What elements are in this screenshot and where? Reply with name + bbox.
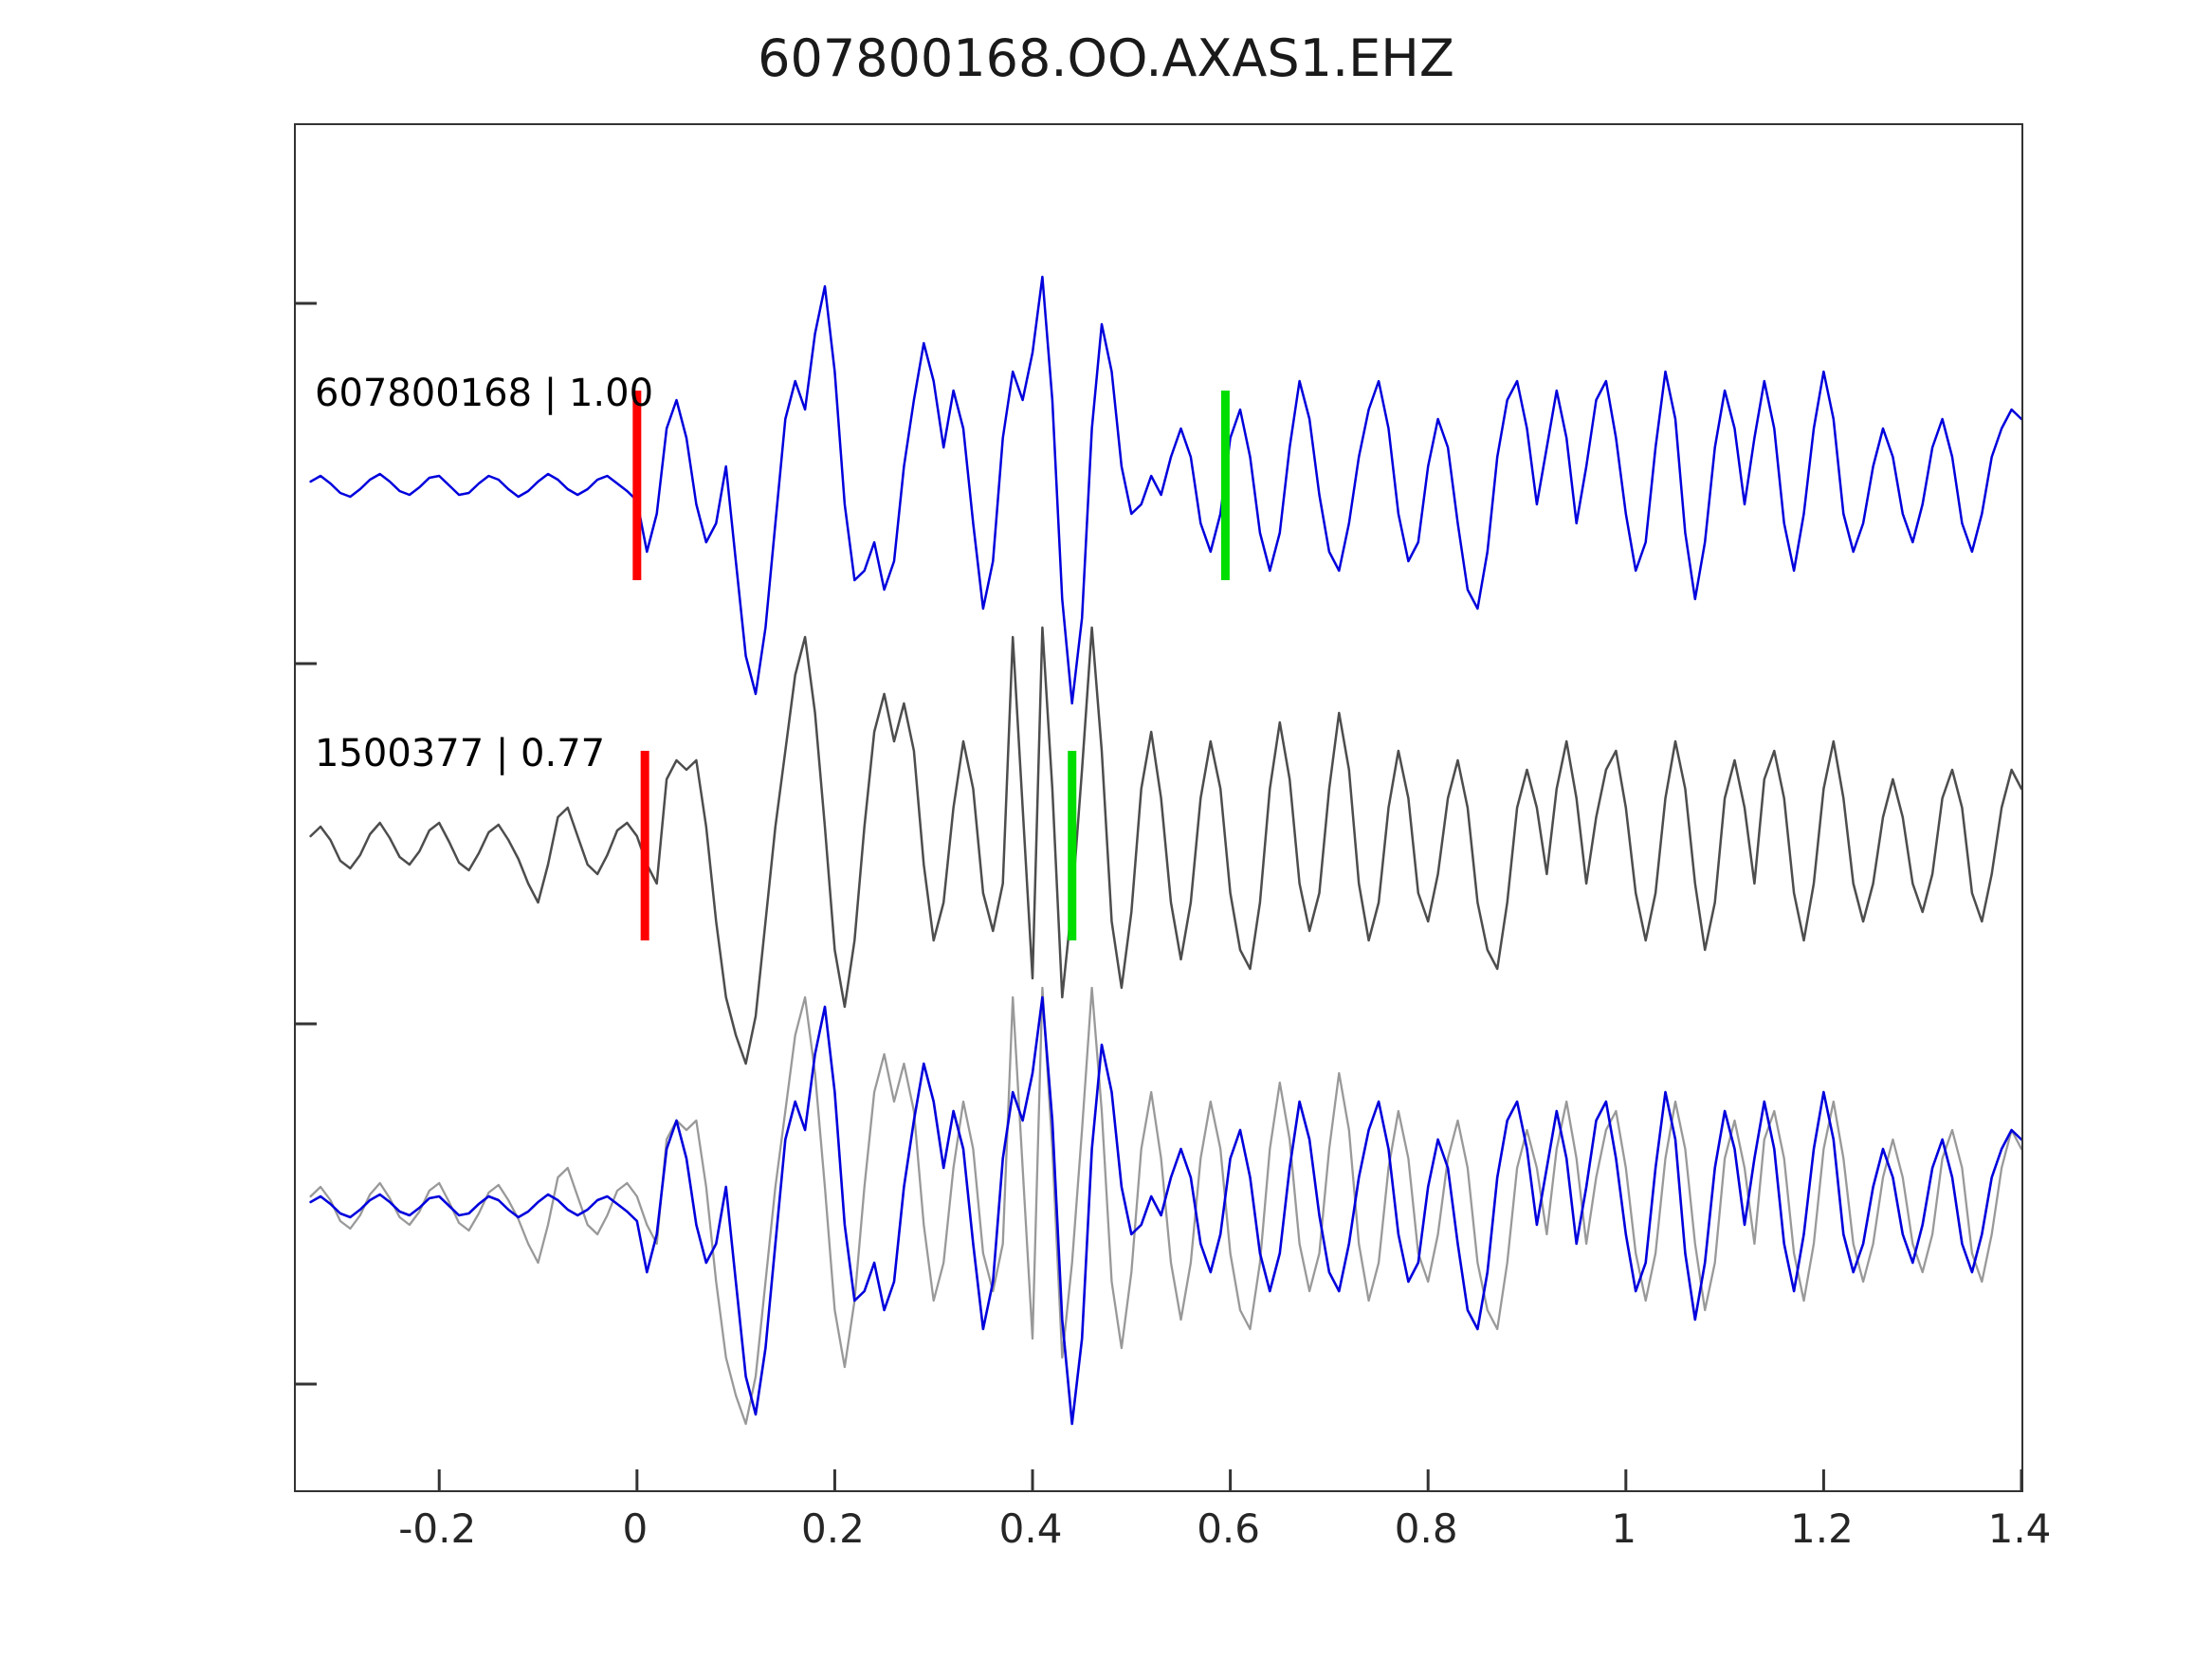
trace-label-template: 607800168 | 1.00 [315, 372, 654, 415]
x-tick-label: 0.4 [998, 1505, 1063, 1552]
plot-title: 607800168.OO.AXAS1.EHZ [758, 28, 1454, 88]
x-tick-label: 0 [622, 1505, 649, 1552]
x-tick-label: 0.6 [1197, 1505, 1261, 1552]
waveform-plot [294, 123, 2023, 1492]
overlay-template-waveform [309, 995, 2021, 1426]
chart-canvas [296, 275, 2021, 1490]
trace-label-candidate: 1500377 | 0.77 [315, 732, 606, 775]
x-tick-label: -0.2 [398, 1505, 477, 1552]
x-tick-label: 1.4 [1987, 1505, 2052, 1552]
template-waveform [309, 275, 2021, 705]
candidate-waveform [309, 626, 2021, 1066]
x-tick-label: 1 [1611, 1505, 1637, 1552]
x-axis-tick-labels: -0.2 0 0.2 0.4 0.6 0.8 1 1.2 1.4 [0, 1505, 2212, 1562]
x-tick-label: 0.2 [801, 1505, 865, 1552]
x-tick-label: 0.8 [1394, 1505, 1458, 1552]
overlay-candidate-waveform [309, 986, 2021, 1426]
x-tick-label: 1.2 [1789, 1505, 1854, 1552]
